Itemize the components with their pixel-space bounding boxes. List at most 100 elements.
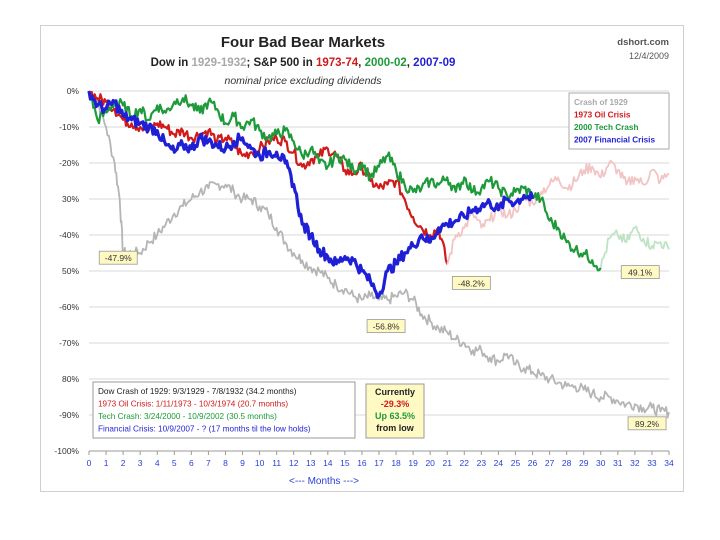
y-tick-label: -100%	[54, 446, 79, 456]
x-tick-label: 30	[596, 458, 606, 468]
series-line-1973-oil-crisis	[87, 90, 449, 265]
legend-background	[568, 92, 670, 150]
y-tick-label: -20%	[59, 158, 79, 168]
x-tick-label: 2	[121, 458, 126, 468]
x-tick-label: 4	[155, 458, 160, 468]
subtitle-part: 2007-09	[413, 57, 455, 69]
subtitle-part: 2000-02	[365, 57, 407, 69]
x-tick-label: 26	[528, 458, 538, 468]
x-tick-label: 8	[223, 458, 228, 468]
x-tick-label: 31	[613, 458, 623, 468]
x-tick-label: 10	[255, 458, 265, 468]
source-label: dshort.com	[617, 37, 669, 48]
x-tick-label: 28	[562, 458, 572, 468]
annotation-label: 49.1%	[628, 268, 653, 278]
series-line-2007-financial-crisis	[87, 90, 535, 300]
info-box-line: 1973 Oil Crisis: 1/11/1973 - 10/3/1974 (…	[98, 400, 288, 409]
legend-entry: 2007 Financial Crisis	[574, 136, 655, 145]
chart-frame: 0% -10% -20% 30% -40% 50% -60% -70% 80% -90% -100%…	[40, 25, 684, 492]
info-box-lines: Dow Crash of 1929: 9/3/1929 - 7/8/1932 (…	[98, 387, 311, 434]
info-box-background	[92, 381, 356, 439]
legend-entry: 2000 Tech Crash	[574, 123, 638, 132]
subtitle-part: ,	[358, 57, 364, 69]
x-tick-label: 25	[511, 458, 521, 468]
subtitle-part: 1973-74	[316, 57, 359, 69]
axes-layer: 0% -10% -20% 30% -40% 50% -60% -70% 80% -90% -100%…	[54, 86, 674, 468]
series-layer	[87, 90, 670, 419]
x-tick-label: 16	[357, 458, 367, 468]
y-tick-label: 50%	[62, 266, 79, 276]
x-tick-label: 3	[138, 458, 143, 468]
subtitle-part: ; S&P 500 in	[246, 57, 315, 69]
current-box-lines: Currently -29.3% Up 63.5% from low	[375, 387, 415, 433]
annotation-layer: -47.9% -48.2% -56.8% 49.1% 89.2%	[98, 250, 667, 431]
current-box-line: Up 63.5%	[375, 411, 415, 421]
series-line-crash-of-1929	[88, 90, 670, 419]
legend: Crash of 1929 1973 Oil Crisis 2000 Tech Cr…	[568, 92, 670, 150]
bear-market-chart: 0% -10% -20% 30% -40% 50% -60% -70% 80% -90% -100%…	[54, 34, 674, 487]
annotation-box	[451, 275, 491, 290]
x-tick-label: 22	[460, 458, 470, 468]
subtitle-part: Dow in	[151, 57, 192, 69]
current-box-line: Currently	[375, 387, 415, 397]
x-tick-label: 0	[87, 458, 92, 468]
x-tick-label: 15	[340, 458, 350, 468]
series-line-2000-tech-crash-cont-	[599, 225, 670, 268]
legend-entry: 1973 Oil Crisis	[574, 111, 631, 120]
info-box-line: Dow Crash of 1929: 9/3/1929 - 7/8/1932 (…	[98, 387, 297, 396]
y-tick-label: -40%	[59, 230, 79, 240]
x-tick-label: 21	[443, 458, 453, 468]
x-tick-label: 18	[391, 458, 401, 468]
chart-title: Four Bad Bear Markets	[221, 34, 385, 51]
y-tick-label: 80%	[62, 374, 79, 384]
series-line-2000-tech-crash	[87, 90, 602, 272]
annotation-box	[366, 319, 406, 334]
x-tick-label: 27	[545, 458, 555, 468]
subtitle-part: 1929-1932	[191, 57, 246, 69]
x-tick-label: 14	[323, 458, 333, 468]
info-box-line: Financial Crisis: 10/9/2007 - ? (17 mont…	[98, 425, 311, 434]
date-label: 12/4/2009	[629, 51, 669, 61]
y-tick-label: -70%	[59, 338, 79, 348]
x-tick-label: 13	[306, 458, 316, 468]
series-line-1973-oil-crisis-cont-	[446, 159, 670, 265]
annotation-box	[98, 250, 138, 265]
info-box: Dow Crash of 1929: 9/3/1929 - 7/8/1932 (…	[92, 381, 356, 439]
x-tick-label: 12	[289, 458, 299, 468]
x-tick-label: 17	[374, 458, 384, 468]
x-tick-label: 7	[206, 458, 211, 468]
x-tick-label: 5	[172, 458, 177, 468]
subtitle-part: ,	[407, 57, 413, 69]
chart-subtitle-note: nominal price excluding dividends	[224, 75, 382, 87]
annotation-box	[627, 416, 667, 431]
current-box: Currently -29.3% Up 63.5% from low	[365, 383, 425, 439]
y-tick-label: -60%	[59, 302, 79, 312]
x-tick-label: 9	[240, 458, 245, 468]
current-box-background	[365, 383, 425, 439]
y-tick-label: 0%	[67, 86, 80, 96]
x-tick-label: 11	[272, 458, 281, 468]
y-tick-label: 30%	[62, 194, 79, 204]
x-tick-label: 33	[647, 458, 657, 468]
x-tick-label: 19	[408, 458, 418, 468]
annotation-label: -48.2%	[458, 278, 485, 288]
x-tick-label: 34	[664, 458, 674, 468]
x-tick-label: 32	[630, 458, 640, 468]
legend-entry: Crash of 1929	[574, 98, 628, 107]
annotation-label: -56.8%	[373, 322, 400, 332]
current-box-line: -29.3%	[381, 399, 410, 409]
annotation-box	[620, 265, 660, 280]
info-box-line: Tech Crash: 3/24/2000 - 10/9/2002 (30.5 …	[98, 412, 277, 421]
x-tick-label: 6	[189, 458, 194, 468]
annotation-label: -47.9%	[105, 253, 132, 263]
annotation-label: 89.2%	[635, 419, 660, 429]
legend-items: Crash of 1929 1973 Oil Crisis 2000 Tech Cr…	[574, 98, 655, 145]
y-tick-label: -90%	[59, 410, 79, 420]
chart-subtitle: Dow in 1929-1932; S&P 500 in 1973-74, 20…	[151, 57, 456, 69]
current-box-line: from low	[376, 423, 414, 433]
x-tick-label: 24	[494, 458, 504, 468]
x-tick-label: 29	[579, 458, 589, 468]
x-tick-label: 20	[425, 458, 435, 468]
y-tick-label: -10%	[59, 122, 79, 132]
x-tick-label: 1	[104, 458, 109, 468]
